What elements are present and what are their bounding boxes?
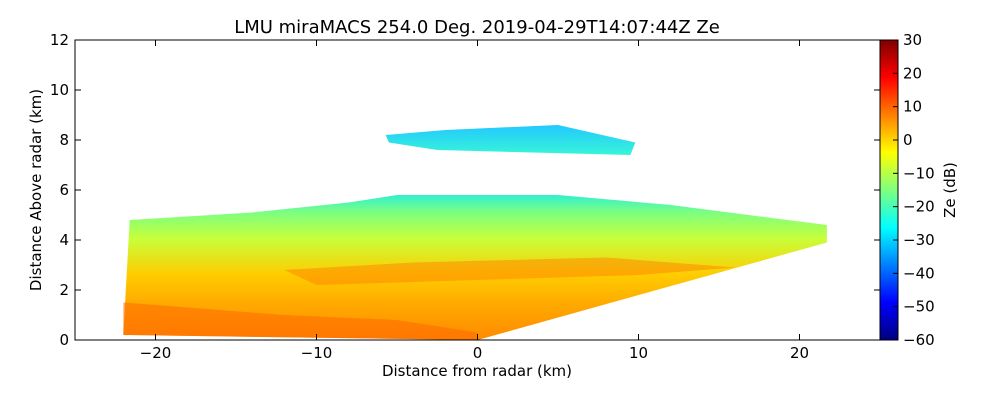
x-axis-ticks: −20 −10 0 10 20 <box>140 40 809 362</box>
x-tick-label: 20 <box>790 344 809 362</box>
colorbar-tick-label: 30 <box>903 31 922 49</box>
y-tick-label: 12 <box>50 31 69 49</box>
x-tick-label: 0 <box>473 344 483 362</box>
colorbar-tick-label: 0 <box>903 131 913 149</box>
mid-layer-high-reflectivity <box>284 257 736 285</box>
y-axis-label: Distance Above radar (km) <box>27 89 45 291</box>
y-tick-label: 6 <box>59 181 69 199</box>
y-tick-label: 10 <box>50 81 69 99</box>
near-ground-high-reflectivity <box>123 302 478 340</box>
y-axis-ticks: 0 2 4 6 8 10 12 <box>50 31 880 349</box>
x-tick-label: 10 <box>629 344 648 362</box>
colorbar-tick-label: −30 <box>903 231 935 249</box>
y-tick-label: 0 <box>59 331 69 349</box>
y-tick-label: 8 <box>59 131 69 149</box>
colorbar-tick-label: −50 <box>903 298 935 316</box>
colorbar-tick-label: −60 <box>903 331 935 349</box>
upper-cloud-layer <box>385 125 636 155</box>
y-tick-label: 4 <box>59 231 69 249</box>
colorbar-tick-label: −10 <box>903 164 935 182</box>
colorbar-label: Ze (dB) <box>941 162 959 218</box>
colorbar-tick-label: −20 <box>903 198 935 216</box>
colorbar <box>879 39 899 341</box>
y-tick-label: 2 <box>59 281 69 299</box>
x-tick-label: −10 <box>301 344 333 362</box>
x-tick-label: −20 <box>140 344 172 362</box>
colorbar-tick-label: −40 <box>903 264 935 282</box>
colorbar-tick-label: 10 <box>903 98 922 116</box>
plot-area <box>123 125 827 340</box>
main-reflectivity-layer <box>123 195 827 340</box>
colorbar-ticks: 30 20 10 0 −10 −20 −30 −40 −50 −60 <box>893 31 935 349</box>
reflectivity-texture <box>123 257 736 340</box>
colorbar-tick-label: 20 <box>903 64 922 82</box>
chart-title: LMU miraMACS 254.0 Deg. 2019-04-29T14:07… <box>234 17 720 38</box>
x-axis-label: Distance from radar (km) <box>382 362 572 380</box>
